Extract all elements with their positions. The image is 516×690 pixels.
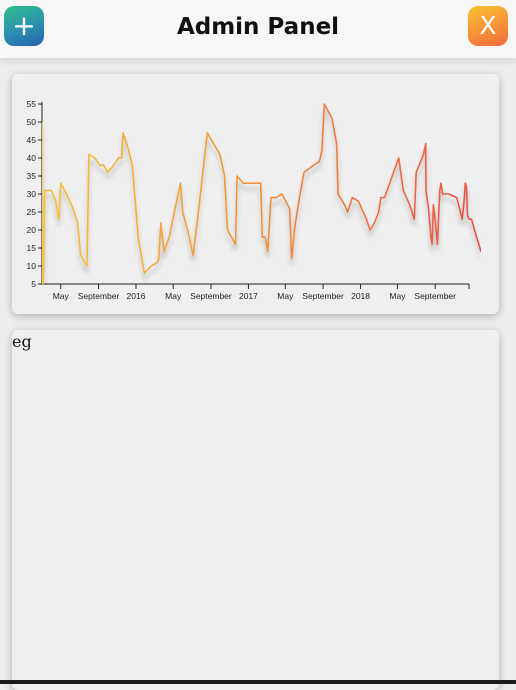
close-icon: X bbox=[479, 11, 497, 40]
y-tick-label: 50 bbox=[27, 117, 37, 127]
close-button[interactable]: X bbox=[468, 6, 508, 46]
page-title: Admin Panel bbox=[176, 14, 340, 40]
x-tick-label: September bbox=[190, 291, 232, 301]
app-header: + Admin Panel X bbox=[0, 0, 516, 58]
y-tick-label: 20 bbox=[27, 225, 37, 235]
x-tick-label: May bbox=[165, 291, 182, 301]
text-panel-content: eg bbox=[12, 332, 32, 351]
y-tick-label: 40 bbox=[27, 153, 37, 163]
x-tick-label: May bbox=[53, 291, 70, 301]
bottom-bar bbox=[0, 680, 516, 684]
x-tick-label: September bbox=[414, 291, 456, 301]
x-tick-label: May bbox=[389, 291, 406, 301]
chart-card: 5 10 15 20 25 30 35 40 45 50 55 May September 2016 Ma… bbox=[12, 74, 499, 314]
text-panel: eg bbox=[12, 330, 499, 690]
series-line bbox=[42, 103, 481, 284]
x-axis: May September 2016 May September 2017 May Septe… bbox=[42, 283, 470, 301]
y-tick-label: 30 bbox=[27, 189, 37, 199]
y-axis: 5 10 15 20 25 30 35 40 45 50 55 bbox=[27, 99, 43, 289]
y-tick-label: 15 bbox=[27, 243, 37, 253]
y-tick-label: 35 bbox=[27, 171, 37, 181]
x-tick-label: 2016 bbox=[127, 291, 146, 301]
y-tick-label: 55 bbox=[27, 99, 37, 109]
x-tick-label: September bbox=[78, 291, 120, 301]
y-tick-label: 45 bbox=[27, 135, 37, 145]
x-tick-label: 2018 bbox=[351, 291, 370, 301]
x-tick-label: September bbox=[302, 291, 344, 301]
x-tick-label: 2017 bbox=[239, 291, 258, 301]
y-tick-label: 25 bbox=[27, 207, 37, 217]
series-layer bbox=[42, 103, 481, 284]
x-tick-label: May bbox=[277, 291, 294, 301]
plus-icon: + bbox=[12, 9, 36, 42]
add-button[interactable]: + bbox=[4, 6, 44, 46]
y-tick-label: 5 bbox=[31, 279, 36, 289]
y-tick-label: 10 bbox=[27, 261, 37, 271]
